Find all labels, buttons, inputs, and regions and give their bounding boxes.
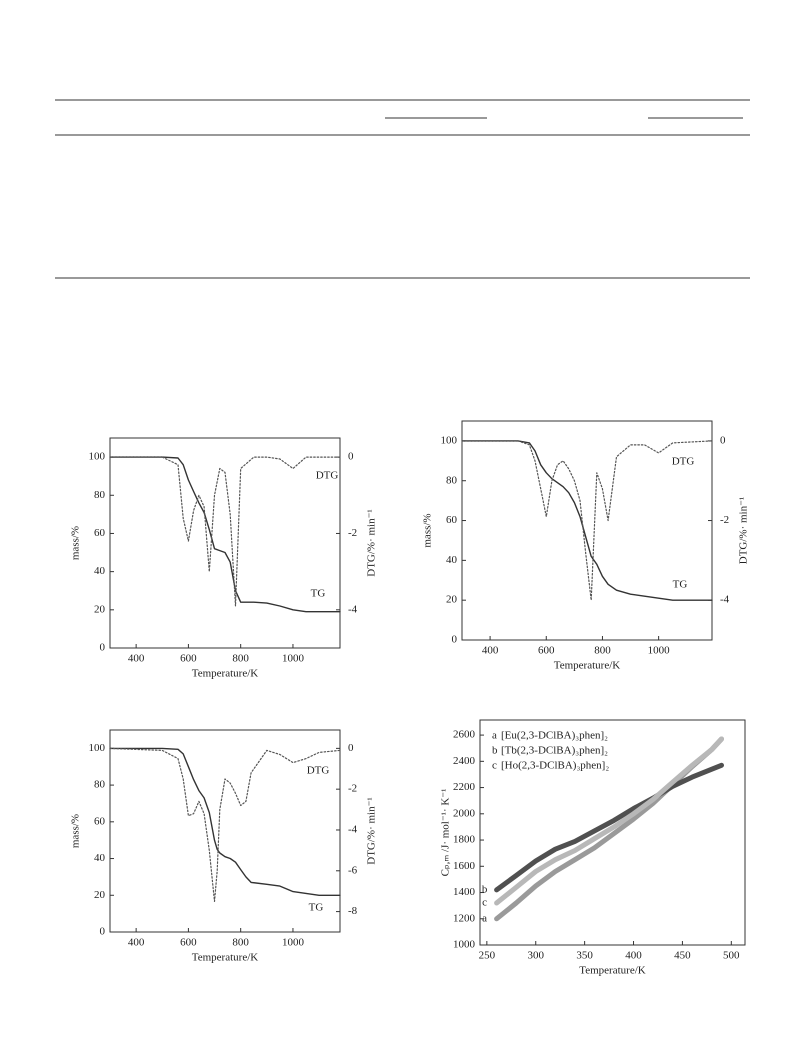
series-annotation: DTG — [307, 765, 330, 777]
x-tick-label: 400 — [128, 937, 145, 949]
legend-entry: [Ho(2,3-DClBA)₃phen]₂ — [501, 760, 609, 772]
y-axis-label: mass/% — [422, 513, 434, 547]
legend-key: c — [492, 760, 497, 772]
series-annotation: TG — [309, 902, 324, 914]
y-tick-label: 2600 — [453, 729, 476, 741]
x-tick-label: 450 — [674, 950, 691, 962]
y2-tick-label: -4 — [348, 603, 358, 615]
series-line — [109, 747, 341, 896]
y-tick-label: 1800 — [453, 834, 476, 846]
y2-tick-label: -4 — [720, 594, 730, 606]
x-axis-label: Temperature/K — [579, 965, 645, 977]
y-tick-label: 60 — [446, 514, 458, 526]
x-tick-label: 800 — [232, 937, 249, 949]
x-tick-label: 300 — [527, 950, 544, 962]
y-axis-label: mass/% — [70, 526, 82, 560]
y-tick-label: 20 — [94, 603, 106, 615]
x-tick-label: 400 — [625, 950, 642, 962]
y-tick-label: 40 — [94, 565, 106, 577]
series-line — [109, 747, 341, 902]
x-tick-label: 800 — [232, 653, 249, 665]
y-tick-label: 80 — [94, 779, 106, 791]
y2-tick-label: -2 — [348, 783, 357, 795]
x-tick-label: 250 — [479, 950, 496, 962]
y-tick-label: 0 — [452, 634, 458, 646]
y-tick-label: 100 — [441, 434, 458, 446]
y2-tick-label: -6 — [348, 864, 358, 876]
series-line — [494, 736, 724, 906]
x-axis-label: Temperature/K — [192, 952, 258, 964]
plot-frame — [109, 729, 341, 933]
x-tick-label: 400 — [482, 645, 499, 657]
series-annotation: DTG — [672, 456, 695, 468]
y-tick-label: 80 — [446, 474, 458, 486]
y-tick-label: 2000 — [453, 807, 476, 819]
x-tick-label: 600 — [180, 937, 197, 949]
y-tick-label: 0 — [100, 642, 106, 654]
plot-frame — [479, 719, 746, 946]
y-tick-label: 0 — [100, 926, 106, 938]
y-tick-label: 80 — [94, 489, 106, 501]
series-line — [109, 456, 341, 613]
plot-frame — [461, 420, 713, 641]
series-line — [109, 456, 341, 607]
y2-tick-label: -4 — [348, 824, 358, 836]
curve-label: b — [482, 883, 488, 895]
y2-axis-label: DTG/%· min⁻¹ — [366, 509, 378, 576]
y-tick-label: 2200 — [453, 781, 476, 793]
series-annotation: TG — [673, 579, 688, 591]
y-tick-label: 40 — [94, 852, 106, 864]
y-tick-label: 20 — [94, 889, 106, 901]
y-tick-label: 60 — [94, 815, 106, 827]
series-annotation: DTG — [316, 470, 339, 482]
plot-frame — [109, 437, 341, 649]
series-annotation: TG — [311, 588, 326, 600]
y-tick-label: 100 — [89, 742, 106, 754]
series-line — [461, 440, 713, 601]
series-line — [494, 762, 724, 893]
y-axis-label: Cₚ,ₘ /J· mol⁻¹· K⁻¹ — [440, 789, 452, 877]
y-tick-label: 20 — [446, 594, 458, 606]
table-rules — [55, 99, 750, 279]
x-axis-label: Temperature/K — [554, 660, 620, 672]
y-tick-label: 1600 — [453, 860, 476, 872]
x-tick-label: 1000 — [282, 653, 305, 665]
x-tick-label: 500 — [723, 950, 740, 962]
series-line — [461, 440, 713, 601]
x-tick-label: 350 — [576, 950, 593, 962]
legend-entry: [Eu(2,3-DClBA)₃phen]₂ — [501, 730, 608, 742]
y-tick-label: 40 — [446, 554, 458, 566]
y2-tick-label: -8 — [348, 905, 358, 917]
y-tick-label: 1000 — [453, 939, 476, 951]
y-tick-label: 100 — [89, 451, 106, 463]
y2-axis-label: DTG/%· min⁻¹ — [738, 497, 750, 564]
x-tick-label: 600 — [180, 653, 197, 665]
x-tick-label: 400 — [128, 653, 145, 665]
y2-tick-label: -2 — [720, 514, 729, 526]
x-tick-label: 1000 — [648, 645, 671, 657]
legend-entry: [Tb(2,3-DClBA)₃phen]₂ — [501, 745, 608, 757]
y2-axis-label: DTG/%· min⁻¹ — [366, 797, 378, 864]
x-tick-label: 800 — [594, 645, 611, 657]
y2-tick-label: 0 — [348, 451, 354, 463]
curve-label: a — [482, 912, 487, 924]
y-tick-label: 60 — [94, 527, 106, 539]
y-tick-label: 1400 — [453, 886, 476, 898]
x-tick-label: 1000 — [282, 937, 305, 949]
y2-tick-label: 0 — [720, 434, 726, 446]
y-axis-label: mass/% — [70, 814, 82, 848]
legend-key: b — [492, 745, 498, 757]
y-tick-label: 2400 — [453, 755, 476, 767]
curve-label: c — [482, 897, 487, 909]
y2-tick-label: -2 — [348, 527, 357, 539]
legend-key: a — [492, 730, 497, 742]
x-axis-label: Temperature/K — [192, 668, 258, 680]
y2-tick-label: 0 — [348, 742, 354, 754]
y-tick-label: 1200 — [453, 912, 476, 924]
x-tick-label: 600 — [538, 645, 555, 657]
